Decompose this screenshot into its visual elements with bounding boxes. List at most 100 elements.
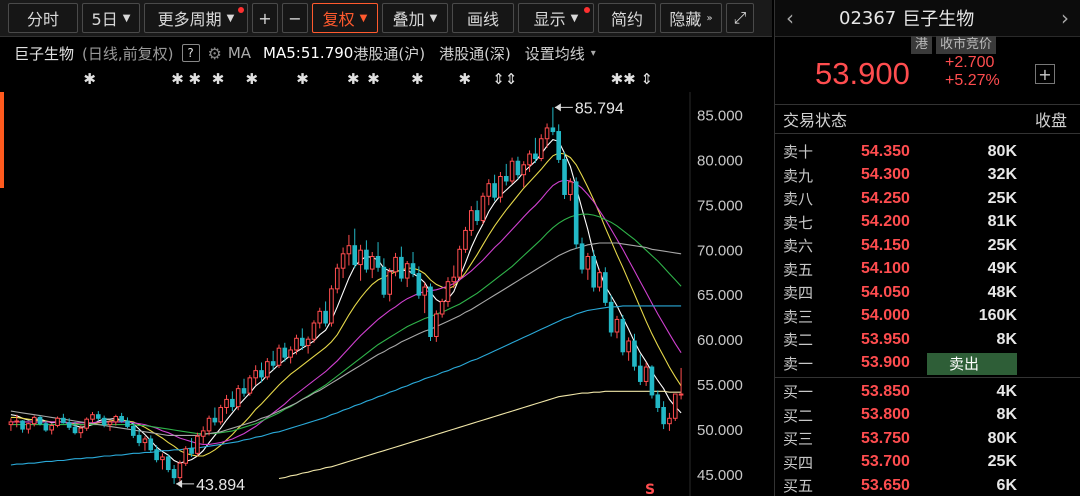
candle-body xyxy=(235,388,241,408)
bid-row[interactable]: 买四 53.700 25K xyxy=(775,451,1080,475)
ask-levels: 卖十 54.350 80K 卖九 54.300 32K 卖八 54.250 25K 卖七 54.20… xyxy=(775,140,1080,375)
quote-panel: ‹ 02367 巨子生物 › 港 收市竞价 53.900 +2.700 +5.2… xyxy=(774,0,1080,496)
ask-level: 卖五 xyxy=(783,260,814,279)
caret-down-icon: ▼ xyxy=(429,12,438,24)
event-marker: ✱ xyxy=(411,70,424,88)
intraday-button[interactable]: 分时 xyxy=(8,3,78,33)
candle-body xyxy=(451,276,457,283)
ask-price: 54.050 xyxy=(861,283,910,301)
trade-status-row: 交易状态 收盘 xyxy=(775,104,1080,134)
candle-body xyxy=(672,393,678,419)
ask-level: 卖十 xyxy=(783,143,814,162)
ask-row[interactable]: 卖九 54.300 32K xyxy=(775,164,1080,188)
last-price: 53.900 xyxy=(815,56,910,91)
candle-body xyxy=(416,273,422,296)
bid-row[interactable]: 买五 53.650 6K xyxy=(775,474,1080,496)
bid-row[interactable]: 买二 53.800 8K xyxy=(775,404,1080,428)
hide-button[interactable]: 隐藏 » xyxy=(660,3,722,33)
ask-row[interactable]: 卖三 54.000 160K xyxy=(775,305,1080,329)
ask-level: 卖二 xyxy=(783,331,814,350)
zoom-out-button[interactable]: − xyxy=(282,3,308,33)
ask-row[interactable]: 卖十 54.350 80K xyxy=(775,140,1080,164)
candle-body xyxy=(667,417,672,425)
ask-price: 54.250 xyxy=(861,189,910,207)
candle-body xyxy=(43,423,49,431)
candle-body xyxy=(492,183,497,198)
signal-marker: S xyxy=(645,482,655,496)
ask-row[interactable]: 卖五 54.100 49K xyxy=(775,258,1080,282)
ask-row[interactable]: 卖七 54.200 81K xyxy=(775,211,1080,235)
chevron-left-icon[interactable]: ‹ xyxy=(786,6,794,30)
draw-button[interactable]: 画线 xyxy=(452,3,514,33)
candle-body xyxy=(568,181,573,195)
gear-icon[interactable]: ⚙ xyxy=(207,43,222,63)
y-tick-label: 50.000 xyxy=(697,422,743,439)
zoom-in-button[interactable]: + xyxy=(252,3,278,33)
chevron-right-icon[interactable]: › xyxy=(1061,6,1069,30)
more-periods-button[interactable]: 更多周期 ▼ xyxy=(144,3,248,33)
adjust-button[interactable]: 复权 ▼ xyxy=(312,3,378,33)
event-marker: ⇕⇕ xyxy=(492,70,517,88)
candle-body xyxy=(84,418,89,429)
kline-chart[interactable]: 85.000 80.000 75.000 70.000 65.000 60.000 55.0… xyxy=(0,0,772,496)
candle-body xyxy=(515,160,521,176)
add-watchlist-button[interactable]: + xyxy=(1035,64,1055,84)
ask-price: 54.200 xyxy=(861,213,910,231)
candle-body xyxy=(474,210,480,222)
overlay-button[interactable]: 叠加 ▼ xyxy=(382,3,448,33)
display-button[interactable]: 显示 ▼ xyxy=(518,3,594,33)
expand-button[interactable]: ⤢ xyxy=(726,3,754,33)
left-accent-bar xyxy=(0,92,4,188)
ask-volume: 48K xyxy=(987,283,1017,301)
help-button[interactable]: ? xyxy=(181,44,200,62)
candle-body xyxy=(544,127,550,140)
hk-connect-sz-link[interactable]: 港股通(深) xyxy=(439,44,511,63)
high-arrow-head xyxy=(554,103,561,112)
candle-body xyxy=(655,394,661,409)
candle-body xyxy=(253,370,258,379)
candle-body xyxy=(480,195,486,222)
low-label: 43.894 xyxy=(196,477,245,494)
ask-row[interactable]: 卖二 53.950 8K xyxy=(775,328,1080,352)
quote-tags: 港 收市竞价 xyxy=(911,36,1000,54)
bid-row[interactable]: 买三 53.750 80K xyxy=(775,427,1080,451)
candle-body xyxy=(562,158,567,195)
simple-button[interactable]: 简约 xyxy=(598,3,656,33)
candle-body xyxy=(573,181,579,245)
notification-dot xyxy=(238,7,244,13)
ask-row[interactable]: 卖四 54.050 48K xyxy=(775,281,1080,305)
y-tick-label: 60.000 xyxy=(697,332,743,349)
candle-body xyxy=(346,245,352,255)
bid-volume: 8K xyxy=(996,406,1017,424)
bid-volume: 4K xyxy=(996,382,1017,400)
bid-level: 买二 xyxy=(783,406,814,425)
bid-row[interactable]: 买一 53.850 4K xyxy=(775,380,1080,404)
overlay-label: 叠加 xyxy=(392,10,425,29)
candle-body xyxy=(165,456,171,471)
candle-body xyxy=(299,337,305,346)
ask-volume: 8K xyxy=(996,330,1017,348)
sell-button[interactable]: 卖出 xyxy=(927,352,1017,375)
period-5day-button[interactable]: 5日 ▼ xyxy=(82,3,140,33)
candle-body xyxy=(61,417,66,424)
bid-levels: 买一 53.850 4K 买二 53.800 8K 买三 53.750 80K 买四 53.700 2… xyxy=(775,380,1080,496)
ask-volume: 25K xyxy=(987,189,1017,207)
candle-body xyxy=(96,414,101,419)
candle-body xyxy=(434,313,439,337)
candle-body xyxy=(189,448,194,454)
book-divider xyxy=(775,377,1080,378)
candle-body xyxy=(445,281,451,302)
hk-connect-sh-link[interactable]: 港股通(沪) xyxy=(353,44,426,63)
candle-body xyxy=(294,337,299,351)
ask-row[interactable]: 卖八 54.250 25K xyxy=(775,187,1080,211)
candle-body xyxy=(148,438,154,451)
candle-body xyxy=(113,415,119,423)
ask-level: 卖六 xyxy=(783,237,814,256)
candle-body xyxy=(626,340,631,353)
ask-level: 卖三 xyxy=(783,307,814,326)
simple-label: 简约 xyxy=(610,10,643,29)
ask-row[interactable]: 卖六 54.150 25K xyxy=(775,234,1080,258)
chart-stock-name: 巨子生物 xyxy=(14,44,75,63)
ma-settings-button[interactable]: 设置均线 xyxy=(524,44,585,63)
